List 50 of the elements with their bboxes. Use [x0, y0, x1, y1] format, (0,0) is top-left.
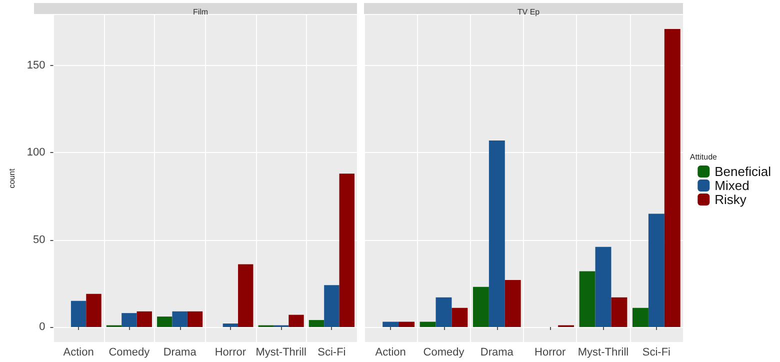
x-tick-label: Action [375, 346, 406, 358]
x-tick-label: Myst-Thrill [256, 346, 306, 358]
bar [648, 214, 664, 328]
bar [187, 311, 203, 328]
bar [86, 294, 102, 328]
bar [70, 300, 86, 328]
bar [122, 313, 137, 328]
chart-title: TV Ep [517, 8, 540, 16]
bar [595, 246, 612, 328]
bar [452, 308, 468, 328]
legend-label: Risky [714, 192, 747, 207]
bar [382, 322, 399, 328]
y-axis-title: count [8, 168, 16, 188]
x-tick-label: Sci-Fi [318, 346, 346, 358]
x-tick-label: Comedy [423, 346, 465, 358]
bar [472, 286, 489, 328]
chart-title: Film [192, 8, 208, 16]
bar [664, 28, 680, 328]
bar [222, 324, 238, 328]
bar [136, 311, 152, 328]
x-tick-label: Sci-Fi [642, 346, 670, 358]
bar [436, 297, 452, 328]
y-tick-label: 100 [26, 146, 46, 159]
x-tick-label: Action [63, 346, 94, 358]
bar [172, 311, 188, 328]
x-tick-label: Drama [480, 346, 514, 358]
legend-label: Beneficial [714, 164, 772, 179]
y-tick-label: 50 [33, 234, 46, 246]
bar [288, 314, 304, 328]
x-tick-label: Drama [163, 346, 198, 358]
bar [339, 174, 354, 328]
bar [157, 316, 172, 328]
y-tick-label: 150 [26, 60, 46, 72]
x-tick-label: Horror [214, 346, 246, 358]
bar [324, 285, 340, 328]
legend-title: Attitude [690, 152, 718, 162]
bar [632, 308, 648, 328]
x-tick-label: Myst-Thrill [578, 346, 629, 358]
bar [308, 320, 324, 328]
bar [488, 140, 505, 328]
bar [579, 271, 596, 328]
bar [611, 297, 628, 328]
x-tick-label: Horror [534, 346, 566, 358]
bar [398, 322, 415, 328]
bar [420, 322, 436, 328]
legend-label: Mixed [714, 178, 750, 193]
bar [504, 280, 521, 328]
x-tick-label: Comedy [108, 346, 150, 358]
bar [238, 264, 254, 328]
y-tick-label: 0 [39, 321, 46, 334]
